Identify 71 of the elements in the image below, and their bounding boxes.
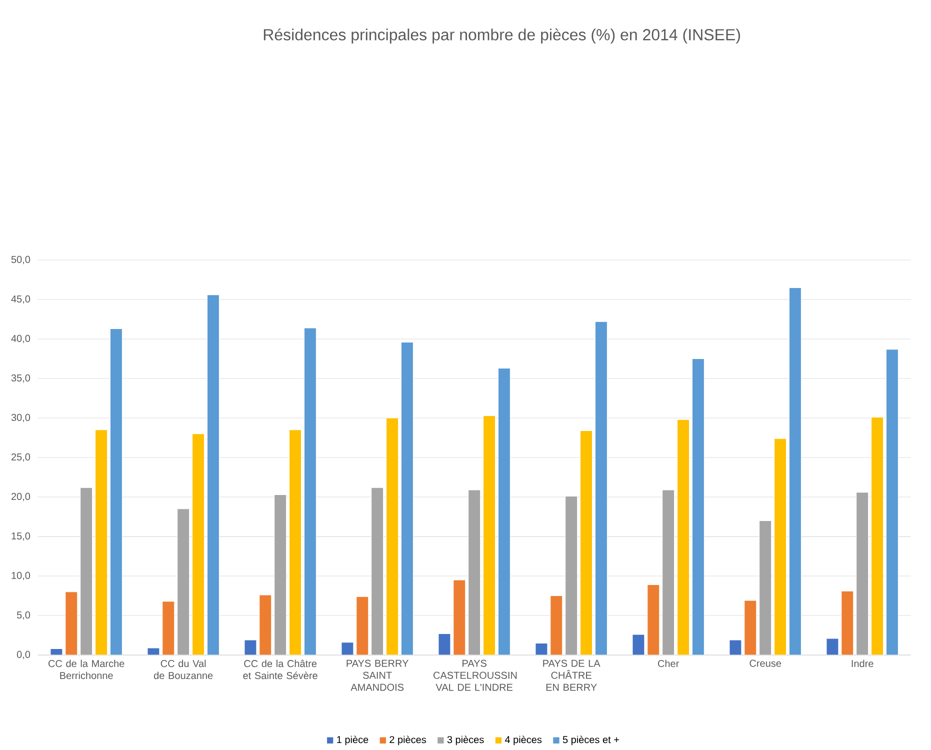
bar <box>162 600 175 655</box>
bar <box>468 489 481 655</box>
bar <box>594 321 608 655</box>
legend-label: 1 pièce <box>337 736 368 745</box>
bar <box>676 419 690 655</box>
bar <box>371 487 384 655</box>
legend-label: 5 pièces et + <box>562 736 619 745</box>
x-tick-label: PAYS BERRY SAINT AMANDOIS <box>346 660 408 691</box>
bar <box>400 342 414 655</box>
y-tick-label: 40,0 <box>11 334 30 343</box>
bar <box>535 642 548 655</box>
x-tick-label: Indre <box>852 660 874 667</box>
y-tick-label: 45,0 <box>11 295 30 304</box>
bar <box>774 438 787 655</box>
bar <box>744 600 757 655</box>
bar <box>274 494 287 655</box>
bar <box>288 429 302 655</box>
bar <box>177 508 190 655</box>
y-tick-label: 10,0 <box>12 572 30 580</box>
bar <box>870 416 884 655</box>
legend-label: 2 pièces <box>390 736 426 745</box>
y-tick-label: 0,0 <box>16 650 30 659</box>
bar <box>206 294 220 655</box>
bar <box>565 496 578 655</box>
bar <box>729 640 742 655</box>
bar <box>438 633 451 655</box>
y-tick-label: 50,0 <box>11 256 30 264</box>
x-tick-label: CC de la Châtre et Sainte Sévère <box>243 660 318 679</box>
bar <box>826 638 839 655</box>
bar <box>94 429 108 655</box>
x-tick-label: PAYS CASTELROUSSIN VAL DE L'INDRE <box>434 660 517 691</box>
bar <box>662 489 675 655</box>
y-tick-label: 15,0 <box>12 532 30 540</box>
bar <box>341 642 354 655</box>
legend-label: 4 pièces <box>504 736 542 745</box>
bar <box>65 591 78 655</box>
y-tick-label: 30,0 <box>11 414 30 422</box>
bar <box>147 647 160 655</box>
bar <box>856 492 869 655</box>
y-tick-label: 25,0 <box>11 453 30 462</box>
chart-title: Résidences principales par nombre de pièces (%) en 2014 (INSEE) <box>264 28 740 44</box>
x-tick-label: CC du Val de Bouzanne <box>154 660 213 679</box>
bar <box>50 648 63 655</box>
bar <box>304 328 316 655</box>
bar <box>110 328 122 655</box>
bar <box>80 487 93 655</box>
x-tick-label: PAYS DE LA CHÂTRE EN BERRY <box>543 660 600 691</box>
bar <box>453 580 466 655</box>
bar <box>192 433 205 655</box>
bar <box>692 358 704 655</box>
y-tick-label: 35,0 <box>11 374 30 382</box>
bar <box>580 430 593 655</box>
x-tick-label: CC de la Marche Berrichonne <box>48 660 124 679</box>
bar <box>482 415 496 655</box>
y-tick-label: 20,0 <box>11 492 30 501</box>
bar <box>244 640 257 655</box>
bar <box>647 584 660 655</box>
x-tick-label: Creuse <box>750 660 782 667</box>
bar <box>841 590 854 655</box>
bar <box>759 520 772 655</box>
bar <box>356 596 369 655</box>
bar <box>259 594 272 655</box>
bar <box>550 595 563 655</box>
legend-label: 3 pièces <box>447 736 484 745</box>
x-tick-label: Cher <box>658 660 679 667</box>
bar <box>886 348 898 655</box>
bar <box>632 634 645 655</box>
bar <box>498 368 510 655</box>
y-tick-label: 5,0 <box>16 611 30 620</box>
bar <box>788 287 802 655</box>
bar <box>386 418 399 655</box>
